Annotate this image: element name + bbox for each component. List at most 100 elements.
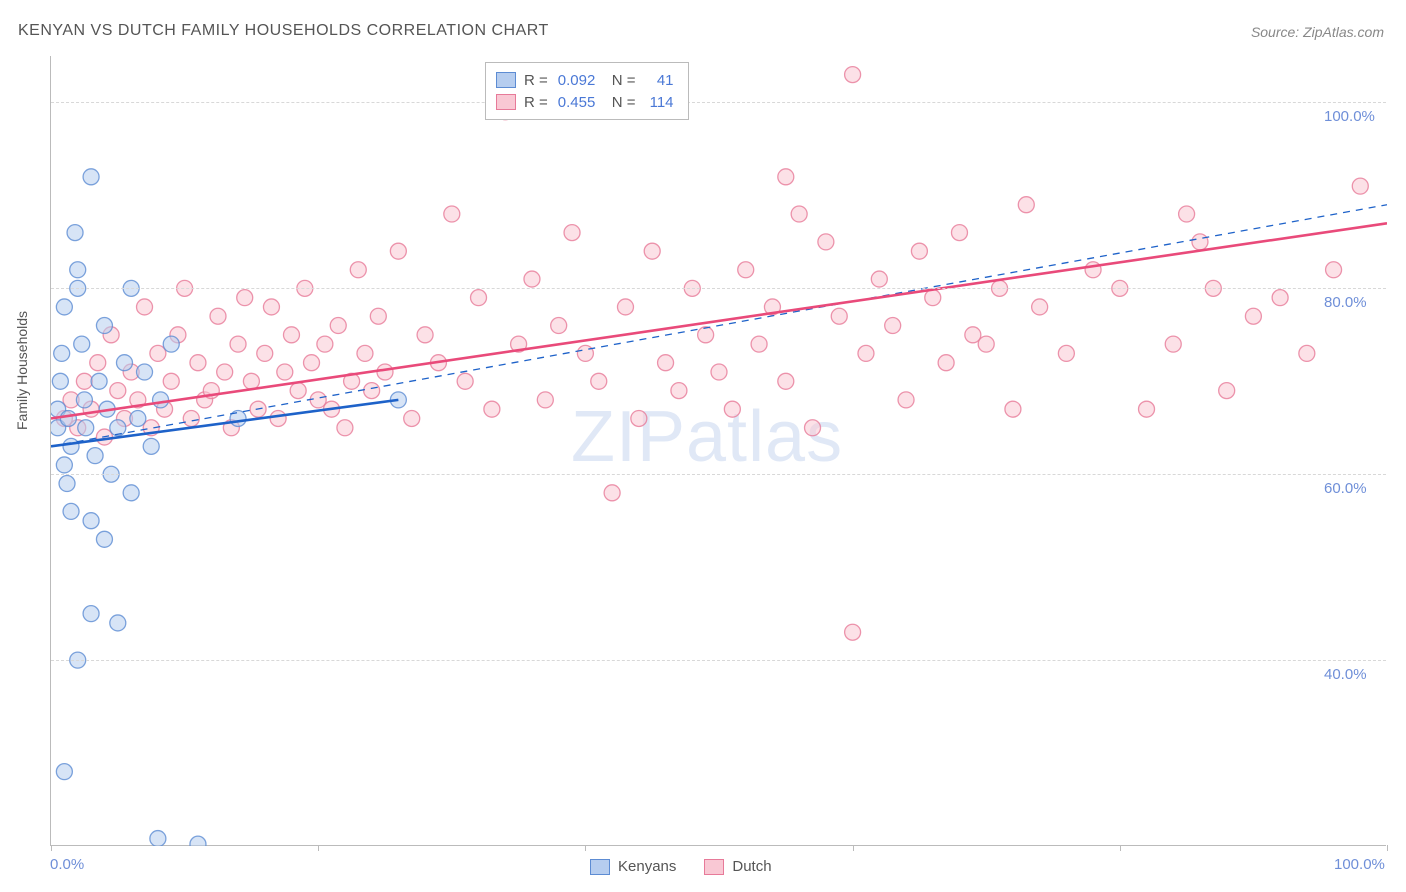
point-dutch [444,206,460,222]
legend-item: Kenyans [590,858,676,875]
point-kenyan [96,531,112,547]
point-kenyan [116,355,132,371]
point-dutch [350,262,366,278]
point-dutch [277,364,293,380]
chart-svg [51,56,1387,846]
point-dutch [1139,401,1155,417]
point-dutch [577,345,593,361]
point-dutch [1165,336,1181,352]
point-kenyan [83,606,99,622]
legend-r-label: R = [524,72,548,89]
point-kenyan [91,373,107,389]
point-dutch [310,392,326,408]
point-kenyan [56,457,72,473]
point-dutch [390,243,406,259]
point-dutch [197,392,213,408]
point-kenyan [74,336,90,352]
y-tick-label: 40.0% [1324,666,1367,683]
point-dutch [250,401,266,417]
point-dutch [885,318,901,334]
point-kenyan [51,420,66,436]
point-dutch [604,485,620,501]
point-dutch [96,429,112,445]
point-dutch [257,345,273,361]
y-tick-label: 100.0% [1324,108,1375,125]
series-legend: Kenyans Dutch [590,858,772,875]
point-dutch [845,624,861,640]
point-dutch [183,410,199,426]
point-dutch [1299,345,1315,361]
x-tick [51,845,52,851]
point-dutch [778,169,794,185]
point-dutch [110,383,126,399]
point-dutch [511,336,527,352]
point-kenyan [130,410,146,426]
point-dutch [243,373,259,389]
point-kenyan [51,401,66,417]
point-dutch [925,290,941,306]
point-dutch [631,410,647,426]
point-dutch [1018,197,1034,213]
point-kenyan [59,476,75,492]
point-dutch [217,364,233,380]
point-kenyan [60,410,76,426]
point-dutch [457,373,473,389]
point-dutch [157,401,173,417]
point-dutch [116,410,132,426]
x-tick [1120,845,1121,851]
point-dutch [263,299,279,315]
gridline [51,102,1386,103]
point-dutch [123,364,139,380]
point-kenyan [163,336,179,352]
point-dutch [644,243,660,259]
point-dutch [911,243,927,259]
point-dutch [163,373,179,389]
trend-pink-solid [51,223,1387,418]
point-dutch [724,401,740,417]
trend-blue-dashed [51,205,1387,447]
legend-row: R =0.455N =114 [496,91,674,113]
point-dutch [364,383,380,399]
point-dutch [270,410,286,426]
point-dutch [591,373,607,389]
point-dutch [56,410,72,426]
point-kenyan [190,836,206,846]
point-dutch [965,327,981,343]
point-kenyan [70,262,86,278]
x-tick-label: 100.0% [1334,856,1385,873]
point-dutch [1352,178,1368,194]
point-dutch [290,383,306,399]
x-tick [585,845,586,851]
point-dutch [778,373,794,389]
point-dutch [1005,401,1021,417]
point-kenyan [78,420,94,436]
point-dutch [978,336,994,352]
gridline [51,288,1386,289]
gridline [51,474,1386,475]
chart-title: KENYAN VS DUTCH FAMILY HOUSEHOLDS CORREL… [18,22,549,40]
legend-r-label: R = [524,94,548,111]
point-dutch [330,318,346,334]
source-label: Source: ZipAtlas.com [1251,24,1384,40]
point-dutch [63,392,79,408]
legend-swatch [590,859,610,875]
point-dutch [831,308,847,324]
legend-item: Dutch [704,858,771,875]
point-dutch [370,308,386,324]
point-dutch [551,318,567,334]
legend-r-value: 0.092 [556,72,604,89]
correlation-legend: R =0.092N =41R =0.455N =114 [485,62,689,120]
point-dutch [150,345,166,361]
point-kenyan [110,615,126,631]
point-kenyan [87,448,103,464]
point-dutch [658,355,674,371]
point-kenyan [56,764,72,780]
point-dutch [818,234,834,250]
point-dutch [70,420,86,436]
point-dutch [1179,206,1195,222]
point-kenyan [99,401,115,417]
point-dutch [143,420,159,436]
point-kenyan [54,345,70,361]
point-dutch [1326,262,1342,278]
point-dutch [324,401,340,417]
